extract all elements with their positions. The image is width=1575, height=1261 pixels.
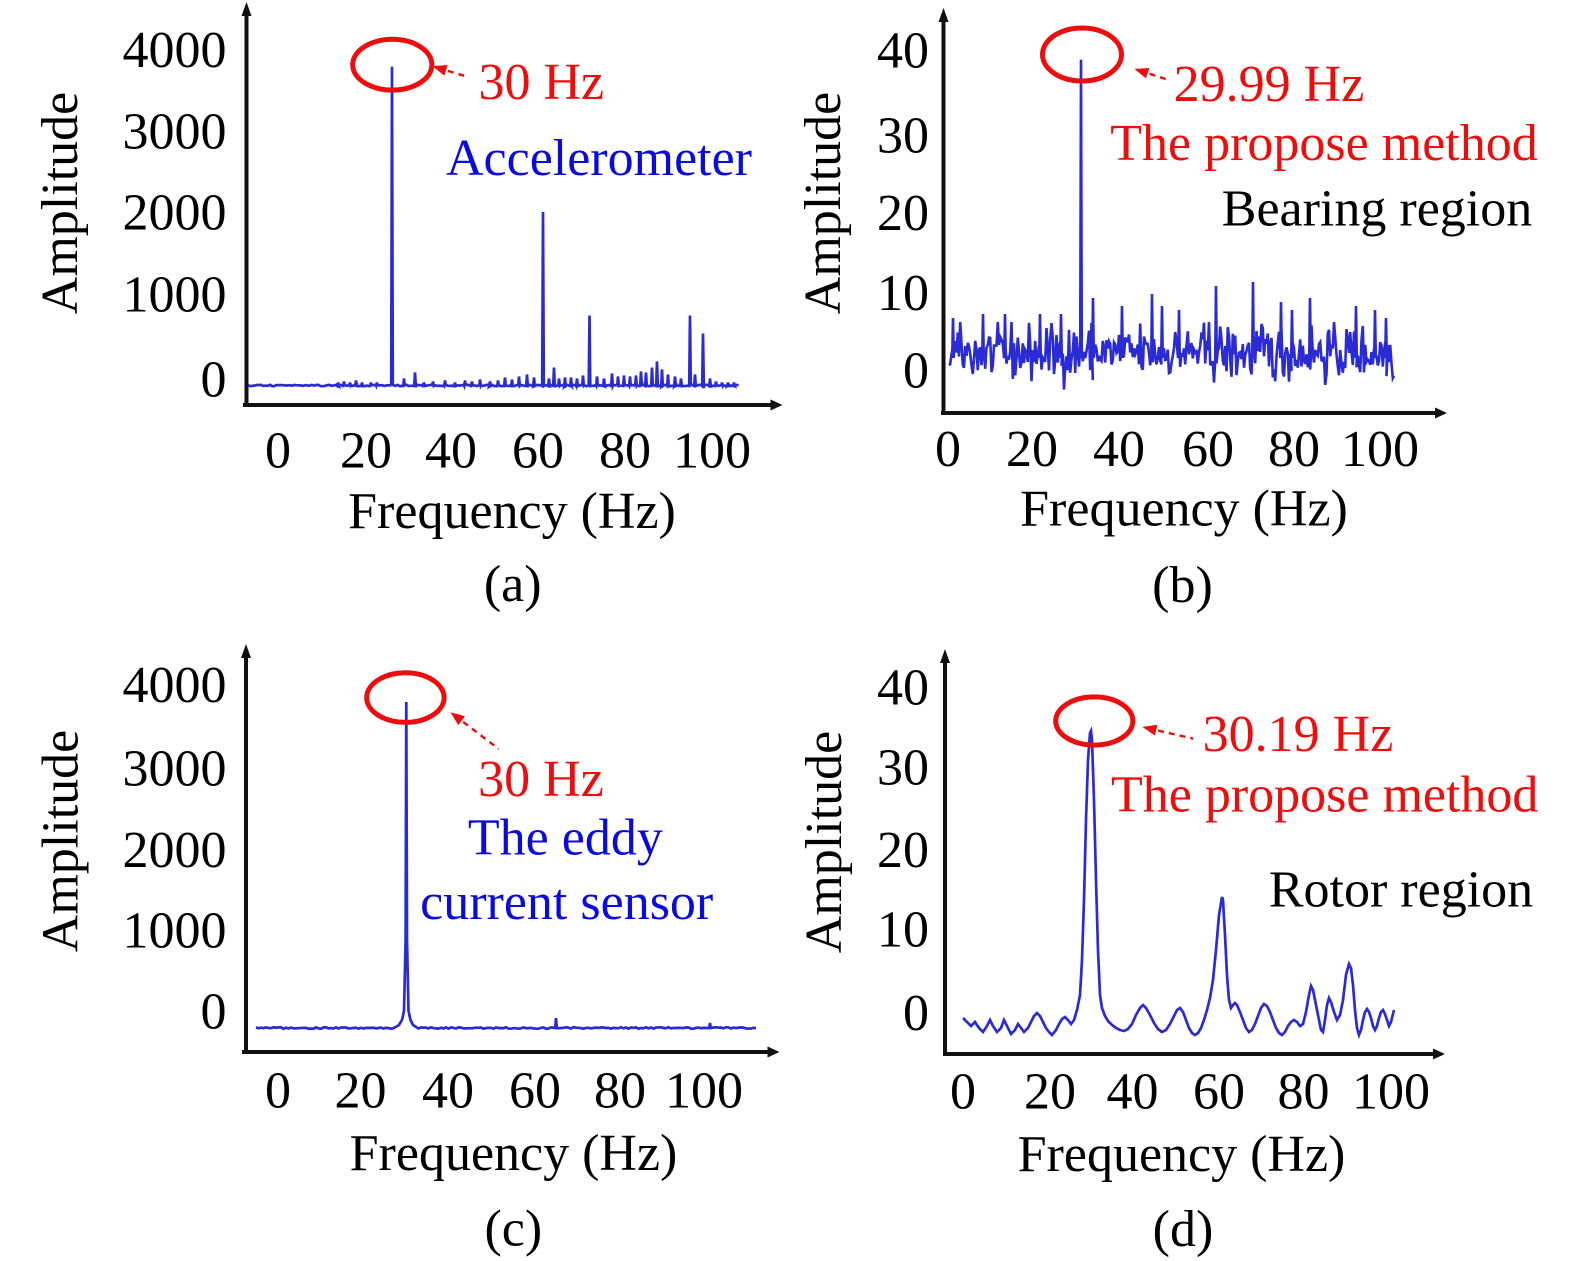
- svg-text:Frequency (Hz): Frequency (Hz): [1020, 481, 1348, 538]
- svg-text:0: 0: [201, 984, 227, 1041]
- svg-text:(a): (a): [484, 556, 542, 613]
- svg-text:4000: 4000: [123, 657, 227, 714]
- svg-text:0: 0: [903, 985, 929, 1042]
- svg-text:Amplitude: Amplitude: [795, 92, 852, 314]
- svg-text:20: 20: [1006, 421, 1058, 478]
- svg-text:100: 100: [1352, 1064, 1430, 1121]
- svg-text:The propose method: The propose method: [1111, 767, 1538, 824]
- svg-text:The propose method: The propose method: [1110, 115, 1537, 172]
- svg-text:1000: 1000: [123, 903, 227, 960]
- svg-text:0: 0: [935, 421, 961, 478]
- svg-text:Frequency (Hz): Frequency (Hz): [350, 1125, 678, 1182]
- svg-text:30.19 Hz: 30.19 Hz: [1203, 706, 1394, 763]
- svg-text:0: 0: [201, 351, 227, 408]
- svg-text:60: 60: [1182, 421, 1234, 478]
- svg-text:40: 40: [425, 423, 477, 480]
- svg-text:3000: 3000: [123, 104, 227, 161]
- svg-text:Amplitude: Amplitude: [33, 730, 90, 952]
- svg-text:40: 40: [877, 23, 929, 80]
- svg-text:29.99 Hz: 29.99 Hz: [1174, 56, 1365, 113]
- svg-text:0: 0: [950, 1064, 976, 1121]
- svg-text:10: 10: [877, 902, 929, 959]
- svg-text:20: 20: [340, 423, 392, 480]
- svg-text:0: 0: [265, 1063, 291, 1120]
- svg-text:0: 0: [265, 423, 291, 480]
- svg-text:80: 80: [1268, 421, 1320, 478]
- svg-text:current sensor: current sensor: [420, 874, 713, 931]
- svg-text:20: 20: [877, 185, 929, 242]
- svg-text:40: 40: [422, 1063, 474, 1120]
- svg-text:20: 20: [335, 1063, 387, 1120]
- svg-text:60: 60: [1193, 1064, 1245, 1121]
- svg-text:2000: 2000: [123, 822, 227, 879]
- svg-text:30 Hz: 30 Hz: [478, 751, 604, 808]
- svg-text:(c): (c): [484, 1201, 542, 1258]
- svg-text:The eddy: The eddy: [468, 809, 663, 866]
- svg-text:(b): (b): [1152, 557, 1213, 614]
- svg-text:30 Hz: 30 Hz: [478, 54, 604, 111]
- svg-text:3000: 3000: [123, 741, 227, 798]
- svg-text:100: 100: [665, 1063, 743, 1120]
- svg-text:100: 100: [1341, 421, 1419, 478]
- svg-text:Accelerometer: Accelerometer: [446, 130, 752, 187]
- svg-text:80: 80: [1278, 1064, 1330, 1121]
- svg-text:40: 40: [877, 660, 929, 717]
- svg-text:20: 20: [1024, 1064, 1076, 1121]
- svg-text:Bearing region: Bearing region: [1222, 181, 1532, 238]
- svg-text:Frequency (Hz): Frequency (Hz): [348, 483, 676, 540]
- svg-text:80: 80: [599, 423, 651, 480]
- svg-text:Amplitude: Amplitude: [796, 731, 853, 953]
- svg-text:Amplitude: Amplitude: [32, 92, 89, 314]
- svg-text:100: 100: [673, 423, 751, 480]
- svg-text:(d): (d): [1153, 1201, 1214, 1258]
- svg-text:60: 60: [512, 423, 564, 480]
- svg-text:80: 80: [594, 1063, 646, 1120]
- svg-text:Frequency (Hz): Frequency (Hz): [1018, 1126, 1346, 1183]
- svg-text:40: 40: [1093, 421, 1145, 478]
- svg-text:30: 30: [877, 740, 929, 797]
- svg-text:Rotor region: Rotor region: [1269, 862, 1533, 919]
- svg-text:2000: 2000: [123, 185, 227, 242]
- svg-text:30: 30: [877, 108, 929, 165]
- svg-text:1000: 1000: [123, 267, 227, 324]
- svg-text:4000: 4000: [123, 22, 227, 79]
- svg-text:10: 10: [877, 265, 929, 322]
- svg-text:40: 40: [1107, 1064, 1159, 1121]
- svg-text:60: 60: [509, 1063, 561, 1120]
- svg-text:20: 20: [877, 822, 929, 879]
- svg-text:0: 0: [903, 343, 929, 400]
